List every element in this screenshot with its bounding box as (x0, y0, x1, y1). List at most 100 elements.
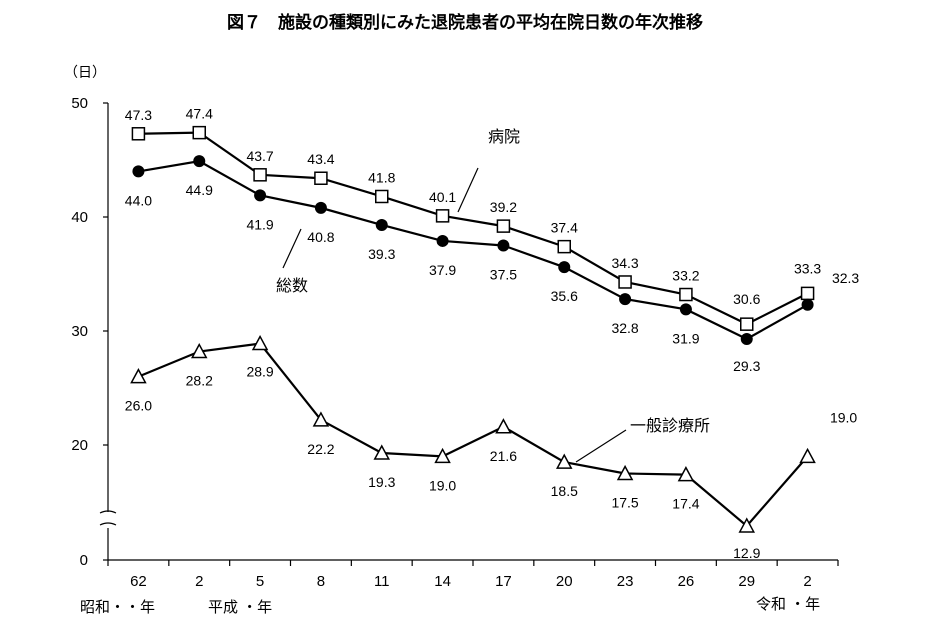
series-markers (130, 125, 816, 533)
marker-triangle (312, 411, 330, 427)
data-label: 26.0 (125, 398, 152, 414)
data-label: 37.4 (551, 220, 578, 236)
marker-triangle (738, 517, 756, 533)
x-tick-label: 5 (256, 573, 264, 590)
marker-square (800, 286, 815, 301)
marker-square (679, 287, 693, 302)
y-tick-label: 20 (71, 437, 88, 454)
series-name-label: 一般診療所 (630, 417, 710, 435)
data-label: 28.2 (186, 373, 213, 389)
data-label: 37.9 (429, 262, 456, 278)
data-labels: 47.3 47.4 43.7 43.4 41.8 40.1 39.2 37.4 34.3 33.2… (125, 106, 860, 561)
y-tick-label: 50 (71, 95, 88, 112)
data-label: 29.3 (733, 358, 760, 374)
data-label: 33.2 (672, 268, 699, 284)
marker-triangle (495, 418, 512, 434)
data-label: 40.8 (307, 229, 334, 245)
data-label: 19.0 (830, 409, 857, 425)
x-tick-label: 17 (495, 573, 512, 590)
series-lines (137, 131, 809, 528)
era-label: 平成 ・年 (208, 599, 272, 616)
data-label: 30.6 (733, 291, 760, 307)
marker-triangle (434, 447, 451, 464)
callout-line (575, 429, 627, 463)
marker-circle (436, 234, 449, 247)
data-label: 47.4 (186, 106, 213, 122)
series-line-0 (138, 131, 809, 326)
marker-square (131, 127, 146, 141)
data-label: 41.8 (368, 169, 395, 185)
data-label: 44.0 (125, 192, 152, 208)
data-label: 19.3 (368, 474, 395, 490)
marker-circle (375, 218, 388, 231)
marker-circle (132, 165, 145, 178)
marker-square (253, 168, 267, 182)
y-tick-label: 30 (71, 323, 88, 340)
data-label: 19.0 (429, 477, 456, 493)
x-tick-label: 11 (374, 573, 390, 590)
data-label: 39.3 (368, 246, 395, 262)
data-label: 18.5 (551, 483, 578, 499)
marker-square (618, 275, 632, 289)
data-label: 32.8 (611, 320, 638, 336)
x-tick-label: 20 (556, 573, 573, 590)
marker-square (435, 209, 450, 223)
marker-square (740, 317, 754, 331)
series-name-label: 病院 (488, 128, 520, 146)
data-label: 37.5 (490, 267, 517, 283)
marker-circle (740, 332, 753, 345)
data-label: 39.2 (490, 199, 517, 215)
marker-square (375, 189, 389, 204)
y-tick-label: 40 (71, 209, 88, 226)
marker-triangle (373, 444, 391, 460)
data-label: 22.2 (307, 441, 334, 457)
data-label: 44.9 (186, 182, 213, 198)
marker-triangle (799, 447, 816, 464)
data-label: 17.5 (611, 495, 638, 511)
era-label: 昭和・・年 (80, 599, 155, 616)
data-label: 12.9 (733, 545, 760, 561)
marker-circle (801, 298, 814, 311)
data-label: 32.3 (832, 270, 859, 286)
y-tick-label: 0 (80, 552, 88, 569)
marker-square (192, 125, 206, 140)
marker-square (314, 171, 328, 185)
marker-triangle (677, 466, 695, 482)
data-label: 21.6 (490, 448, 517, 464)
marker-square (496, 219, 511, 233)
data-label: 41.9 (246, 216, 273, 232)
marker-triangle (555, 453, 573, 469)
marker-triangle (251, 334, 269, 351)
marker-triangle (616, 464, 634, 481)
marker-circle (314, 201, 327, 214)
marker-circle (619, 293, 632, 306)
data-label: 34.3 (611, 255, 638, 271)
x-tick-label: 29 (738, 573, 755, 590)
data-label: 47.3 (125, 107, 152, 123)
data-label: 43.7 (246, 148, 273, 164)
x-tick-label: 2 (803, 573, 811, 590)
data-label: 35.6 (551, 288, 578, 304)
callout-line (282, 228, 302, 269)
y-axis-label: （日） (64, 64, 106, 80)
marker-circle (558, 261, 571, 274)
era-label: 令和 ・年 (756, 596, 820, 613)
x-tick-label: 23 (617, 573, 634, 590)
axes: 0 20 30 40 50 （日） 62 2 5 8 11 14 17 20 23 26 29 2 昭和・・年 平成 … (64, 64, 839, 616)
series-line-1 (138, 159, 809, 341)
marker-circle (193, 155, 206, 168)
marker-circle (679, 303, 692, 316)
data-label: 31.9 (672, 330, 699, 346)
series-line-2 (137, 342, 809, 528)
marker-circle (254, 189, 267, 202)
marker-triangle (130, 368, 147, 384)
data-label: 40.1 (429, 189, 456, 205)
series-name-label: 総数 (276, 277, 308, 295)
x-tick-label: 8 (317, 573, 325, 590)
marker-circle (497, 239, 510, 252)
x-tick-label: 26 (678, 573, 695, 590)
marker-triangle (190, 342, 208, 359)
x-tick-label: 2 (195, 573, 203, 590)
